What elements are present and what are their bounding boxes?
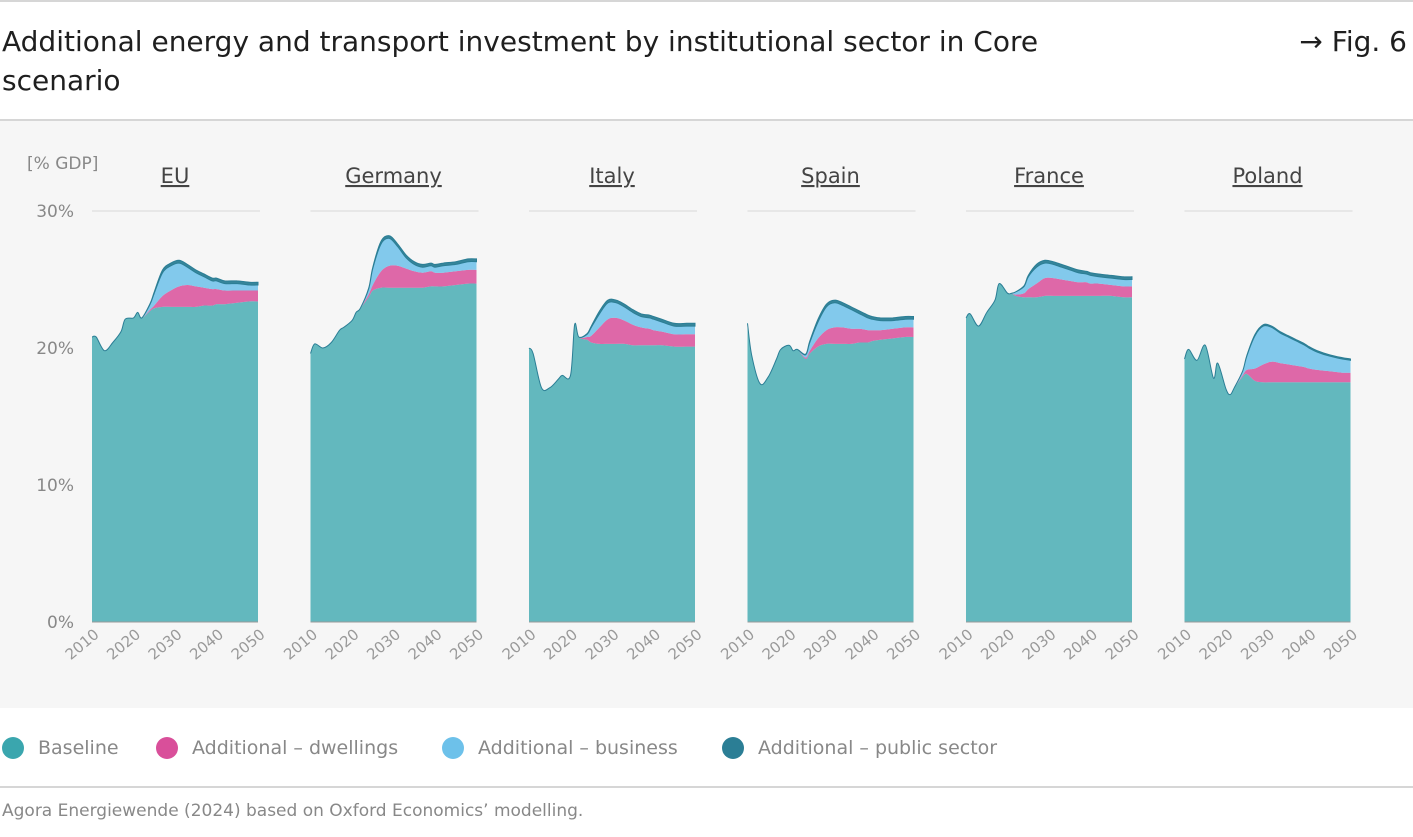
area-dwellings	[529, 317, 695, 391]
legend-dot-dwellings-icon	[156, 737, 178, 759]
chart-title: Additional energy and transport investme…	[2, 25, 1039, 97]
area-business	[1184, 325, 1351, 395]
x-tick-label: 2020	[322, 625, 363, 663]
legend-item-dwellings: Additional – dwellings	[156, 728, 398, 768]
x-tick-label: 2040	[1279, 625, 1320, 663]
country-label: France	[1014, 164, 1084, 188]
area-public-sector	[528, 298, 696, 392]
area-business	[310, 238, 477, 354]
x-tick-label: 2050	[1102, 625, 1143, 663]
legend-item-baseline: Baseline	[2, 728, 119, 768]
area-public-sector	[310, 235, 477, 354]
area-baseline	[92, 301, 258, 622]
legend: Baseline Additional – dwellings Addition…	[0, 728, 1413, 768]
x-tick-label: 2020	[1196, 625, 1237, 663]
x-tick-label: 2050	[883, 625, 924, 663]
area-baseline	[529, 323, 695, 622]
area-dwellings	[747, 323, 914, 385]
area-dwellings	[966, 277, 1132, 327]
panel-italy: Italy 2010 2020 2030 2040 2050	[499, 164, 706, 664]
x-tick-label: 2020	[540, 625, 581, 663]
figure-reference: → Fig. 6	[1299, 25, 1407, 58]
y-tick-label: 0%	[47, 613, 74, 633]
x-tick-label: 2050	[665, 625, 706, 663]
x-tick-label: 2020	[977, 625, 1018, 663]
y-axis-unit-label: [% GDP]	[27, 154, 98, 174]
panel-spain: Spain 2010 2020 2030 2040 2050	[717, 164, 924, 664]
x-tick-label: 2050	[446, 625, 487, 663]
x-tick-label: 2040	[842, 625, 883, 663]
panel-france: France 2010 2020 2030 2040 2050	[936, 164, 1143, 664]
x-tick-label: 2030	[800, 625, 841, 663]
x-tick-label: 2020	[103, 625, 144, 663]
area-business	[747, 302, 914, 385]
area-baseline	[310, 283, 477, 622]
country-label: EU	[161, 164, 190, 188]
legend-item-public-sector: Additional – public sector	[722, 728, 997, 768]
legend-label: Additional – public sector	[758, 737, 998, 759]
country-label: Italy	[589, 164, 635, 188]
y-tick-label: 20%	[36, 339, 74, 359]
x-tick-label: 2040	[1060, 625, 1101, 663]
x-tick-label: 2010	[936, 625, 977, 663]
area-baseline	[747, 323, 914, 622]
x-tick-label: 2010	[499, 625, 540, 663]
area-business	[529, 301, 695, 391]
country-label: Poland	[1232, 164, 1302, 188]
country-label: Spain	[801, 164, 860, 188]
area-public-sector	[747, 299, 914, 386]
legend-dot-baseline-icon	[2, 737, 24, 759]
y-tick-labels: 0% 10% 20% 30%	[36, 202, 74, 633]
panel-poland: Poland 2010 2020 2030 2040 2050	[1154, 164, 1361, 664]
panel-germany: Germany 2010 2020 2030 2040 2050	[280, 164, 487, 664]
y-tick-label: 10%	[36, 476, 74, 496]
x-tick-label: 2030	[145, 625, 186, 663]
source-note: Agora Energiewende (2024) based on Oxfor…	[2, 801, 584, 821]
legend-label: Additional – business	[478, 737, 678, 759]
x-tick-label: 2040	[405, 625, 446, 663]
area-public-sector	[91, 259, 259, 352]
y-tick-label: 30%	[36, 202, 74, 222]
legend-label: Additional – dwellings	[192, 737, 399, 759]
x-tick-label: 2030	[582, 625, 623, 663]
x-tick-label: 2030	[363, 625, 404, 663]
x-tick-label: 2010	[717, 625, 758, 663]
area-public-sector	[1184, 323, 1351, 396]
x-tick-label: 2040	[623, 625, 664, 663]
x-tick-label: 2010	[280, 625, 321, 663]
legend-dot-business-icon	[442, 737, 464, 759]
area-baseline	[1184, 344, 1351, 622]
area-dwellings	[92, 285, 258, 351]
legend-label: Baseline	[38, 737, 119, 759]
x-tick-label: 2030	[1019, 625, 1060, 663]
x-tick-label: 2030	[1237, 625, 1278, 663]
area-public-sector	[965, 259, 1133, 327]
x-tick-label: 2050	[228, 625, 269, 663]
x-tick-label: 2020	[759, 625, 800, 663]
area-business	[92, 263, 258, 351]
legend-dot-public-sector-icon	[722, 737, 744, 759]
area-baseline	[966, 283, 1132, 622]
area-dwellings	[1184, 344, 1351, 395]
top-rule	[0, 0, 1413, 2]
bottom-rule	[0, 786, 1413, 788]
x-tick-label: 2040	[186, 625, 227, 663]
area-dwellings	[310, 265, 477, 354]
x-tick-label: 2010	[1154, 625, 1195, 663]
area-business	[966, 262, 1132, 327]
x-tick-label: 2050	[1320, 625, 1361, 663]
legend-item-business: Additional – business	[442, 728, 678, 768]
country-label: Germany	[345, 164, 442, 188]
